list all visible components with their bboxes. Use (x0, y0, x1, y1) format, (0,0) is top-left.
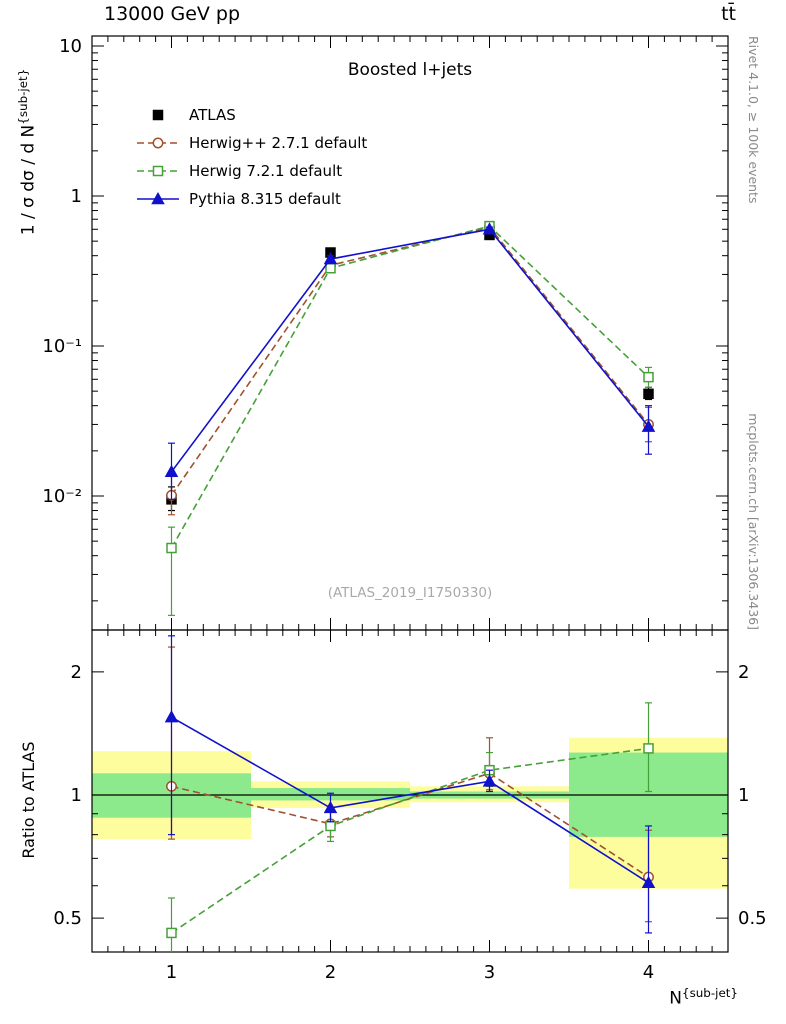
legend-item-herwigpp: Herwig++ 2.7.1 default (136, 129, 367, 157)
marker-square (325, 262, 336, 274)
legend-marker-atlas-icon (152, 109, 164, 121)
y-tick-label-top: 10⁻² (42, 486, 82, 507)
marker-triangle (482, 222, 497, 235)
rivet-version-note: Rivet 4.1.0, ≥ 100k events (746, 36, 761, 204)
marker-square (152, 109, 164, 121)
series-line (171, 716, 649, 884)
analysis-watermark: (ATLAS_2019_I1750330) (327, 585, 493, 601)
marker-square (643, 371, 654, 383)
marker-triangle (151, 191, 165, 205)
marker-triangle (641, 419, 656, 432)
legend-marker-pythia-icon (137, 191, 179, 205)
y-tick-label-top: 10 (59, 36, 82, 57)
legend-item-herwig7: Herwig 7.2.1 default (136, 157, 367, 185)
marker-triangle (323, 251, 338, 265)
marker-square (643, 388, 654, 400)
marker-square (643, 743, 654, 754)
header-beam-energy: 13000 GeV pp (104, 3, 241, 25)
y-tick-label-ratio-right: 2 (738, 662, 749, 683)
series-line (171, 747, 649, 934)
marker-triangle (164, 710, 179, 723)
y-axis-label-top-sup: {sub-jet} (16, 68, 30, 125)
legend-marker-herwig7-icon (137, 165, 179, 177)
y-tick-label-ratio-left: 0.5 (53, 908, 82, 929)
y-tick-label-ratio-left: 2 (71, 662, 82, 683)
legend-item-pythia: Pythia 8.315 default (136, 185, 367, 213)
ratio-panel-data (164, 635, 656, 952)
axis-ticks (91, 36, 729, 952)
x-axis-label-sup: {sub-jet} (682, 986, 738, 1000)
legend-marker-herwigpp-icon (137, 137, 179, 149)
x-tick-label: 4 (643, 962, 654, 983)
series-line (170, 226, 650, 496)
legend-label-herwigpp: Herwig++ 2.7.1 default (189, 134, 368, 152)
marker-triangle (641, 875, 656, 889)
marker-circle (152, 137, 164, 149)
x-axis-label: N{sub-jet} (669, 986, 738, 1009)
chart-title: Boosted l+jets (347, 60, 473, 80)
y-tick-label-ratio-left: 1 (71, 785, 82, 806)
legend-label-pythia: Pythia 8.315 default (189, 190, 341, 208)
y-tick-label-ratio-right: 0.5 (738, 908, 767, 929)
series-line (170, 225, 650, 549)
legend-item-atlas: ATLAS (136, 101, 367, 129)
y-tick-label-top: 1 (71, 186, 82, 207)
marker-square (325, 820, 336, 832)
marker-square (166, 927, 177, 939)
y-axis-label-top: 1 / σ dσ / d N{sub-jet} (16, 2, 40, 302)
marker-square (152, 165, 164, 177)
marker-square (166, 542, 177, 554)
x-tick-label: 3 (484, 962, 495, 983)
top-panel-data (164, 220, 656, 616)
x-tick-label: 1 (166, 962, 177, 983)
legend: ATLAS Herwig++ 2.7.1 default Herwig 7.2.… (136, 101, 367, 213)
y-axis-label-bottom: Ratio to ATLAS (19, 741, 38, 859)
y-tick-label-ratio-right: 1 (738, 785, 749, 806)
y-axis-label-top-main: 1 / σ dσ / d N (18, 124, 39, 236)
header-process: tt̄ (721, 3, 736, 25)
legend-label-atlas: ATLAS (189, 106, 236, 124)
x-tick-label: 2 (325, 962, 336, 983)
legend-label-herwig7: Herwig 7.2.1 default (189, 162, 343, 180)
y-tick-label-top: 10⁻¹ (42, 336, 82, 357)
tick-labels: 1 2 3 4 10 1 10⁻¹ 10⁻² 2 2 1 1 0.5 0.5 (42, 36, 766, 983)
marker-triangle (164, 464, 179, 478)
marker-triangle (482, 774, 497, 787)
mcplots-arxiv-note: mcplots.cern.ch [arXiv:1306.3436] (746, 413, 761, 630)
x-axis-label-main: N (669, 988, 683, 1009)
series-line (170, 228, 650, 473)
marker-triangle (323, 800, 338, 814)
